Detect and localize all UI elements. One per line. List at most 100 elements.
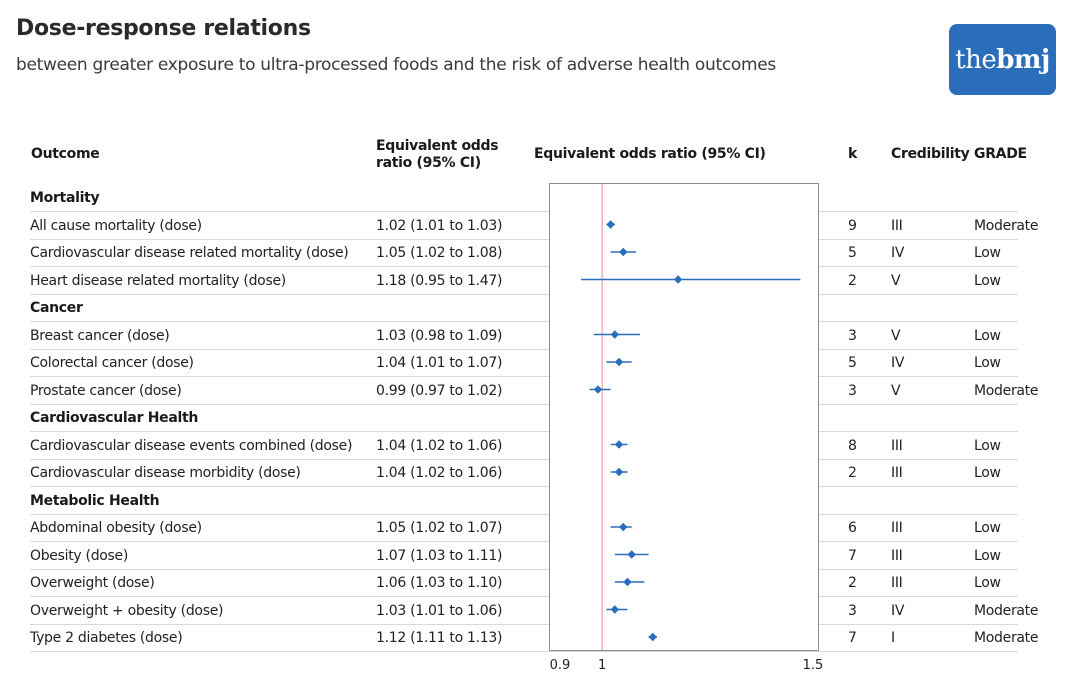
outcome-cell: Type 2 diabetes (dose) bbox=[30, 630, 183, 646]
odds-ratio-cell: 1.03 (1.01 to 1.06) bbox=[376, 602, 503, 619]
k-cell: 9 bbox=[848, 217, 857, 234]
grade-cell: Low bbox=[974, 272, 1001, 289]
bmj-logo: the bmj bbox=[949, 24, 1056, 95]
odds-ratio-cell: 1.04 (1.02 to 1.06) bbox=[376, 465, 503, 481]
credibility-cell: IV bbox=[891, 245, 905, 261]
k-cell: 7 bbox=[848, 547, 857, 564]
table-row: Cardiovascular disease morbidity (dose) 1… bbox=[30, 459, 1018, 487]
table-row: Type 2 diabetes (dose) 1.12 (1.11 to 1.13… bbox=[30, 624, 1038, 652]
group-header-row: Cardiovascular Health bbox=[30, 404, 1018, 432]
table-row: Overweight + obesity (dose) 1.03 (1.01 to… bbox=[30, 597, 1038, 625]
outcome-cell: Overweight (dose) bbox=[30, 575, 155, 591]
logo-text-light: the bbox=[955, 44, 997, 75]
odds-ratio-cell: 1.03 (0.98 to 1.09) bbox=[376, 327, 503, 344]
grade-cell: Low bbox=[974, 465, 1001, 481]
grade-cell: Moderate bbox=[974, 602, 1039, 619]
outcome-cell: Prostate cancer (dose) bbox=[30, 382, 182, 399]
credibility-cell: III bbox=[891, 217, 903, 234]
point-estimate bbox=[593, 385, 603, 394]
x-tick-label: 1 bbox=[598, 658, 607, 673]
table-row: Colorectal cancer (dose) 1.04 (1.01 to 1.… bbox=[30, 349, 1018, 377]
grade-cell: Low bbox=[974, 245, 1001, 261]
odds-ratio-cell: 1.12 (1.11 to 1.13) bbox=[376, 630, 503, 646]
credibility-cell: V bbox=[891, 272, 901, 289]
k-cell: 5 bbox=[848, 355, 857, 371]
outcome-cell: All cause mortality (dose) bbox=[30, 217, 202, 234]
table-row: Heart disease related mortality (dose) 1.… bbox=[30, 267, 1018, 295]
group-label: Metabolic Health bbox=[30, 492, 160, 509]
x-tick-label: 0.9 bbox=[549, 658, 571, 673]
point-estimate bbox=[619, 522, 628, 532]
grade-cell: Low bbox=[974, 575, 1001, 591]
point-estimate bbox=[614, 467, 624, 477]
point-estimate bbox=[614, 357, 624, 367]
outcome-cell: Cardiovascular disease related mortality… bbox=[30, 245, 349, 261]
grade-cell: Low bbox=[974, 437, 1001, 454]
table-row: Prostate cancer (dose) 0.99 (0.97 to 1.02… bbox=[30, 377, 1038, 405]
outcome-cell: Obesity (dose) bbox=[30, 547, 129, 564]
outcome-cell: Colorectal cancer (dose) bbox=[30, 355, 194, 371]
point-estimate bbox=[610, 605, 620, 614]
chart-title: Dose-response relations bbox=[16, 16, 311, 41]
outcome-cell: Heart disease related mortality (dose) bbox=[30, 272, 286, 289]
odds-ratio-cell: 1.05 (1.02 to 1.08) bbox=[376, 245, 503, 261]
point-estimate bbox=[614, 440, 624, 449]
odds-ratio-cell: 0.99 (0.97 to 1.02) bbox=[376, 382, 503, 399]
point-estimate bbox=[623, 577, 632, 587]
point-estimate bbox=[673, 275, 683, 284]
outcome-cell: Breast cancer (dose) bbox=[30, 327, 170, 344]
point-estimate bbox=[627, 550, 636, 559]
group-header-row: Cancer bbox=[30, 294, 1018, 322]
credibility-cell: I bbox=[891, 630, 895, 646]
credibility-cell: III bbox=[891, 465, 903, 481]
grade-cell: Moderate bbox=[974, 382, 1039, 399]
odds-ratio-cell: 1.07 (1.03 to 1.11) bbox=[376, 547, 503, 564]
grade-cell: Moderate bbox=[974, 217, 1039, 234]
outcome-cell: Abdominal obesity (dose) bbox=[30, 520, 202, 536]
odds-ratio-cell: 1.18 (0.95 to 1.47) bbox=[376, 272, 503, 289]
table-row: Abdominal obesity (dose) 1.05 (1.02 to 1.… bbox=[30, 514, 1018, 542]
table-row: All cause mortality (dose) 1.02 (1.01 to … bbox=[30, 212, 1038, 240]
k-cell: 3 bbox=[848, 327, 857, 344]
outcome-cell: Cardiovascular disease events combined (… bbox=[30, 437, 353, 454]
credibility-cell: III bbox=[891, 520, 903, 536]
credibility-cell: III bbox=[891, 575, 903, 591]
column-header-plot: Equivalent odds ratio (95% CI) bbox=[534, 146, 766, 162]
odds-ratio-cell: 1.02 (1.01 to 1.03) bbox=[376, 217, 503, 234]
group-label: Cardiovascular Health bbox=[30, 410, 199, 426]
grade-cell: Moderate bbox=[974, 630, 1039, 646]
credibility-cell: III bbox=[891, 437, 903, 454]
odds-ratio-cell: 1.04 (1.01 to 1.07) bbox=[376, 355, 503, 371]
odds-ratio-cell: 1.05 (1.02 to 1.07) bbox=[376, 520, 503, 536]
table-row: Obesity (dose) 1.07 (1.03 to 1.11) 7 III Low bbox=[30, 542, 1018, 570]
k-cell: 3 bbox=[848, 382, 857, 399]
point-estimate bbox=[610, 330, 620, 339]
odds-ratio-cell: 1.04 (1.02 to 1.06) bbox=[376, 437, 503, 454]
grade-cell: Low bbox=[974, 520, 1001, 536]
chart-subtitle: between greater exposure to ultra-proces… bbox=[16, 55, 776, 75]
logo-text-bold: bmj bbox=[996, 44, 1050, 75]
column-header-grade: GRADE bbox=[974, 146, 1027, 162]
credibility-cell: IV bbox=[891, 355, 905, 371]
group-header-row: Mortality bbox=[30, 184, 1018, 212]
odds-ratio-cell: 1.06 (1.03 to 1.10) bbox=[376, 575, 503, 591]
point-estimate bbox=[619, 247, 628, 257]
point-estimate bbox=[606, 220, 615, 229]
grade-cell: Low bbox=[974, 327, 1001, 344]
column-header-or-text: Equivalent odds ratio (95% CI) bbox=[376, 138, 499, 171]
table-row: Overweight (dose) 1.06 (1.03 to 1.10) 2 III… bbox=[30, 569, 1018, 597]
table-row: Breast cancer (dose) 1.03 (0.98 to 1.09) 3… bbox=[30, 322, 1018, 350]
k-cell: 5 bbox=[848, 245, 857, 261]
outcome-cell: Overweight + obesity (dose) bbox=[30, 602, 224, 619]
column-header-k: k bbox=[848, 146, 858, 162]
column-header-credibility: Credibility bbox=[891, 146, 970, 162]
table-row: Cardiovascular disease related mortality… bbox=[30, 239, 1018, 267]
k-cell: 7 bbox=[848, 630, 857, 646]
credibility-cell: IV bbox=[891, 602, 905, 619]
credibility-cell: V bbox=[891, 327, 901, 344]
group-label: Cancer bbox=[30, 300, 83, 316]
k-cell: 2 bbox=[848, 272, 857, 289]
forest-plot-frame bbox=[549, 183, 819, 651]
k-cell: 8 bbox=[848, 437, 857, 454]
